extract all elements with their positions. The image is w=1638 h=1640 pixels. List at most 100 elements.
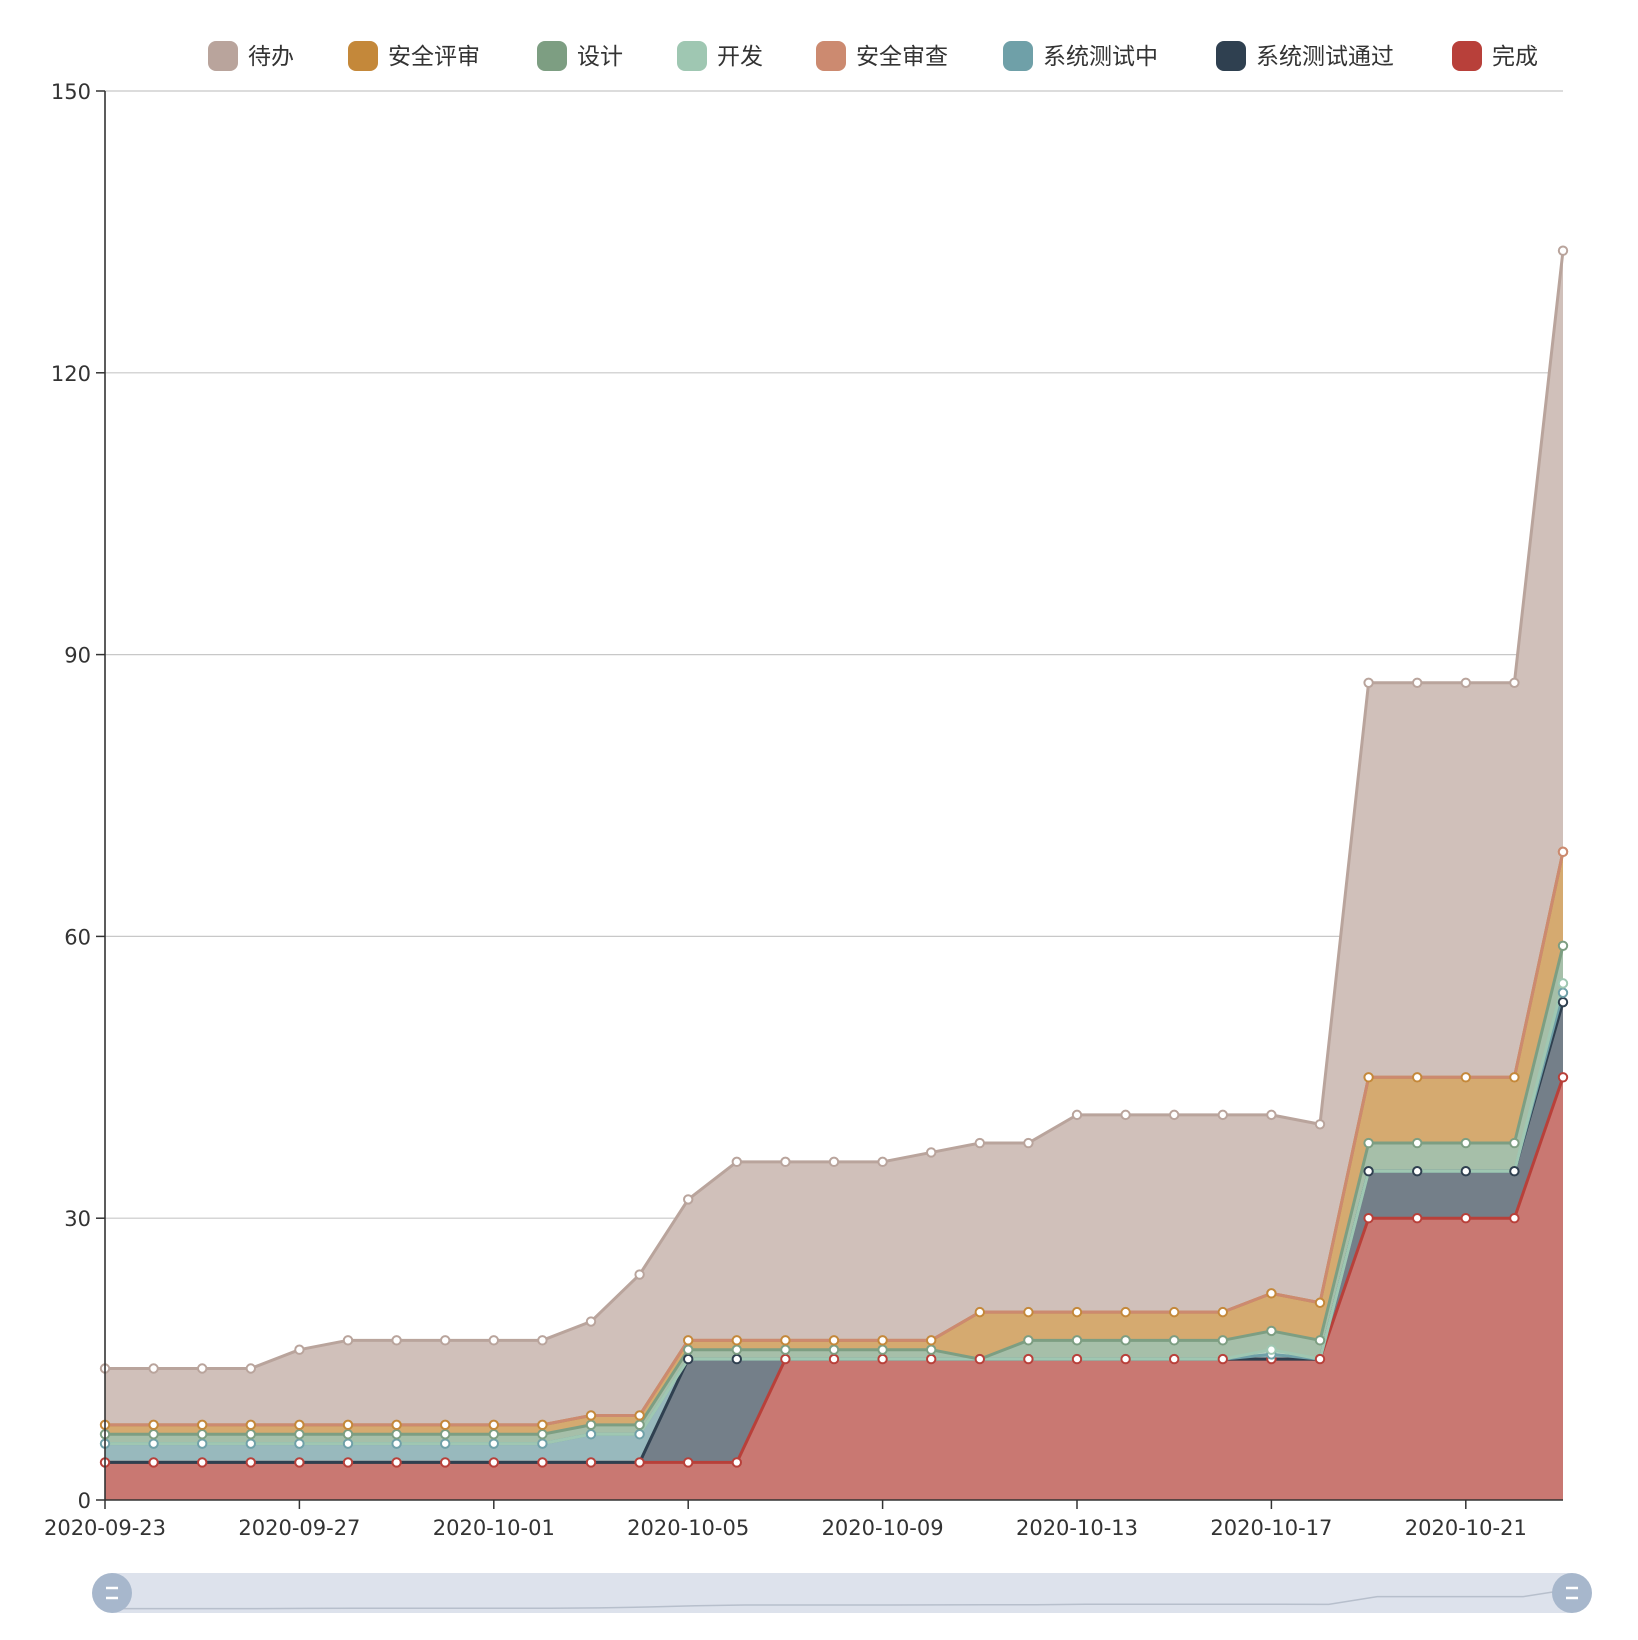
data-point[interactable] [1023,1137,1034,1149]
data-point[interactable] [342,1419,354,1431]
data-point[interactable] [780,1353,791,1365]
data-point[interactable] [1314,1297,1326,1308]
data-point[interactable] [391,1335,402,1346]
data-point[interactable] [1509,677,1520,688]
data-point[interactable] [537,1335,548,1346]
data-point[interactable] [828,1353,840,1365]
legend-item[interactable]: 系统测试通过 [1216,41,1394,71]
data-point[interactable] [440,1457,451,1468]
zoom-track[interactable] [112,1573,1572,1613]
data-point[interactable] [245,1438,257,1449]
zoom-handle-circle[interactable] [1552,1573,1592,1613]
data-point[interactable] [634,1429,645,1440]
data-point[interactable] [1023,1335,1034,1346]
data-point[interactable] [391,1429,402,1440]
data-point[interactable] [294,1457,305,1468]
data-point[interactable] [1412,1213,1423,1224]
data-point[interactable] [974,1137,985,1149]
data-point[interactable] [1120,1306,1131,1318]
data-point[interactable] [197,1457,208,1468]
data-point[interactable] [1120,1109,1131,1121]
data-point[interactable] [731,1457,742,1468]
data-point[interactable] [245,1429,257,1440]
data-point[interactable] [537,1438,548,1449]
data-point[interactable] [1217,1109,1229,1121]
zoom-handle-right[interactable] [1552,1573,1592,1613]
data-point[interactable] [634,1457,645,1468]
data-point[interactable] [1169,1353,1180,1365]
data-point[interactable] [342,1429,354,1440]
data-point[interactable] [1169,1306,1180,1318]
data-point[interactable] [780,1344,791,1355]
data-point[interactable] [1412,1072,1423,1083]
data-point[interactable] [440,1438,451,1449]
data-point[interactable] [1314,1335,1326,1346]
data-point[interactable] [1071,1353,1083,1365]
zoom-handle-circle[interactable] [92,1573,132,1613]
data-point[interactable] [1460,677,1472,688]
data-point[interactable] [585,1457,597,1468]
data-point[interactable] [926,1353,937,1365]
data-point[interactable] [683,1335,694,1346]
data-point[interactable] [780,1335,791,1346]
data-point[interactable] [1557,996,1569,1008]
zoom-handle-left[interactable] [92,1573,132,1613]
data-point[interactable] [1557,846,1569,858]
legend-item[interactable]: 安全审查 [816,41,948,71]
data-point[interactable] [1071,1335,1083,1346]
data-point[interactable] [683,1353,694,1365]
data-point[interactable] [1120,1335,1131,1346]
data-point[interactable] [1266,1325,1277,1337]
data-point[interactable] [1314,1119,1326,1130]
data-point[interactable] [926,1344,937,1355]
data-point[interactable] [1266,1288,1277,1299]
data-point[interactable] [877,1353,888,1365]
data-point[interactable] [1557,1072,1569,1083]
data-point[interactable] [585,1419,597,1431]
data-point[interactable] [197,1438,208,1449]
data-point[interactable] [148,1438,159,1449]
data-point[interactable] [731,1156,742,1168]
data-point[interactable] [148,1429,159,1440]
data-point[interactable] [731,1335,742,1346]
data-point[interactable] [488,1419,499,1431]
data-point[interactable] [1071,1306,1083,1318]
legend-item[interactable]: 设计 [537,41,623,71]
data-point[interactable] [488,1457,499,1468]
data-point[interactable] [1071,1109,1083,1121]
data-point[interactable] [1363,1213,1374,1224]
data-point[interactable] [1557,940,1569,951]
data-point[interactable] [585,1410,597,1421]
data-point[interactable] [440,1429,451,1440]
data-point[interactable] [1363,1166,1374,1177]
data-point[interactable] [488,1429,499,1440]
data-point[interactable] [1412,1166,1423,1177]
legend-item[interactable]: 完成 [1452,41,1538,71]
data-point[interactable] [148,1419,159,1431]
data-point[interactable] [391,1457,402,1468]
data-point[interactable] [1169,1109,1180,1121]
data-point[interactable] [1557,245,1569,256]
data-point[interactable] [683,1344,694,1355]
data-point[interactable] [294,1344,305,1355]
data-point[interactable] [974,1353,985,1365]
data-point[interactable] [391,1419,402,1431]
data-point[interactable] [828,1156,840,1168]
data-point[interactable] [537,1419,548,1431]
data-point[interactable] [634,1410,645,1421]
data-point[interactable] [488,1438,499,1449]
data-point[interactable] [1509,1213,1520,1224]
data-point[interactable] [1120,1353,1131,1365]
data-zoom-slider[interactable] [92,1573,1592,1613]
data-point[interactable] [585,1316,597,1327]
data-point[interactable] [148,1457,159,1468]
legend-item[interactable]: 系统测试中 [1003,41,1158,71]
data-point[interactable] [245,1457,257,1468]
data-point[interactable] [1023,1353,1034,1365]
data-point[interactable] [342,1438,354,1449]
data-point[interactable] [877,1156,888,1168]
data-point[interactable] [1266,1109,1277,1121]
data-point[interactable] [537,1457,548,1468]
data-point[interactable] [342,1335,354,1346]
data-point[interactable] [197,1363,208,1374]
